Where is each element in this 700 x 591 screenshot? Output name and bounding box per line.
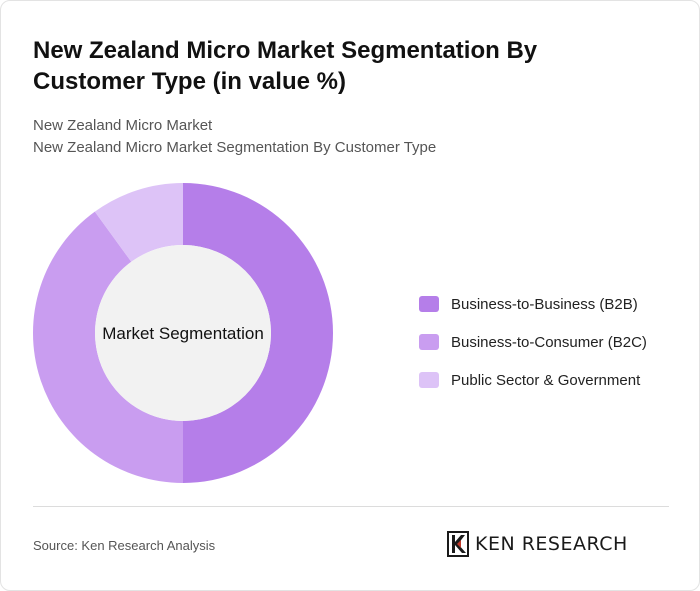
chart-subtitle: New Zealand Micro Market New Zealand Mic… (33, 115, 436, 159)
ken-research-logo-icon (447, 531, 469, 557)
donut-slice-public-sector (94, 183, 183, 262)
ken-research-logo-text: KEN RESEARCH (475, 533, 628, 555)
legend-item-public-sector: Public Sector & Government (419, 361, 647, 399)
legend-item-b2c: Business-to-Consumer (B2C) (419, 323, 647, 361)
legend: Business-to-Business (B2B) Business-to-C… (419, 285, 647, 399)
donut-slice-b2c (33, 211, 183, 483)
donut-slice-b2b (183, 183, 333, 483)
legend-item-b2b: Business-to-Business (B2B) (419, 285, 647, 323)
legend-label-b2b: Business-to-Business (B2B) (451, 295, 638, 313)
donut-center (95, 245, 271, 421)
subtitle-line-2: New Zealand Micro Market Segmentation By… (33, 139, 437, 156)
subtitle-line-1: New Zealand Micro Market (33, 117, 213, 134)
donut-center-label: Market Segmentation (102, 324, 264, 343)
legend-swatch-public-sector (419, 372, 439, 388)
footer-divider (33, 506, 669, 507)
donut-chart: Market Segmentation (33, 183, 333, 483)
legend-swatch-b2b (419, 296, 439, 312)
legend-swatch-b2c (419, 334, 439, 350)
source-note: Source: Ken Research Analysis (33, 538, 216, 553)
legend-label-public-sector: Public Sector & Government (451, 371, 641, 389)
chart-title: New Zealand Micro Market Segmentation By… (33, 37, 538, 95)
ken-research-logo: KEN RESEARCH (447, 531, 628, 557)
legend-label-b2c: Business-to-Consumer (B2C) (451, 333, 647, 351)
